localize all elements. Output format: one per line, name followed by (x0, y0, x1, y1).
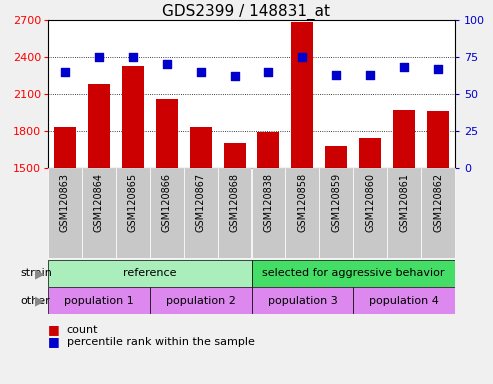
Bar (353, 168, 387, 258)
Text: population 2: population 2 (166, 296, 236, 306)
Bar (48, 287, 150, 314)
Text: other: other (20, 296, 50, 306)
Bar (285, 168, 319, 258)
Point (129, 54, 137, 60)
Text: ■: ■ (48, 323, 60, 336)
Point (298, 54, 306, 60)
Bar (48, 260, 251, 287)
Point (400, 64, 408, 70)
Bar (257, 132, 280, 168)
Text: GSM120862: GSM120862 (433, 172, 443, 232)
Bar (251, 287, 353, 314)
Text: ▶: ▶ (35, 267, 45, 280)
Text: GSM120865: GSM120865 (128, 172, 138, 232)
Point (231, 73, 239, 79)
Text: population 3: population 3 (268, 296, 337, 306)
Point (95, 54, 103, 60)
Bar (393, 110, 415, 168)
Text: GSM120838: GSM120838 (263, 172, 274, 232)
Point (265, 69, 273, 75)
Point (61, 69, 69, 75)
Bar (387, 168, 421, 258)
Text: GDS2399 / 148831_at: GDS2399 / 148831_at (163, 4, 330, 20)
Bar (359, 138, 381, 168)
Bar (48, 168, 82, 258)
Text: population 4: population 4 (369, 296, 439, 306)
Point (434, 66, 442, 72)
Bar (88, 84, 110, 168)
Text: reference: reference (123, 268, 176, 278)
Bar (54, 127, 76, 168)
Bar (82, 168, 116, 258)
Point (197, 69, 205, 75)
Bar (150, 168, 184, 258)
Bar (122, 66, 144, 168)
Bar (116, 168, 150, 258)
Text: population 1: population 1 (64, 296, 134, 306)
Text: GSM120868: GSM120868 (230, 172, 240, 232)
Text: strain: strain (20, 268, 52, 278)
Bar (319, 168, 353, 258)
Bar (251, 260, 455, 287)
Text: GSM120863: GSM120863 (60, 172, 70, 232)
Bar (150, 287, 251, 314)
Text: ■: ■ (48, 336, 60, 349)
Text: GSM120858: GSM120858 (297, 172, 307, 232)
Bar (325, 146, 347, 168)
Text: GSM120864: GSM120864 (94, 172, 104, 232)
Bar (421, 168, 455, 258)
Bar (427, 111, 449, 168)
Point (163, 61, 171, 68)
Text: ▶: ▶ (35, 294, 45, 307)
Text: GSM120859: GSM120859 (331, 172, 341, 232)
Bar (223, 143, 246, 168)
Bar (353, 287, 455, 314)
Text: GSM120861: GSM120861 (399, 172, 409, 232)
Point (332, 72, 340, 78)
Bar (184, 168, 217, 258)
Text: selected for aggressive behavior: selected for aggressive behavior (262, 268, 445, 278)
Bar (190, 127, 211, 168)
Bar (251, 168, 285, 258)
Text: count: count (67, 325, 98, 335)
Bar (217, 168, 251, 258)
Bar (156, 99, 178, 168)
Point (366, 72, 374, 78)
Bar (291, 23, 314, 168)
Text: GSM120860: GSM120860 (365, 172, 375, 232)
Text: GSM120867: GSM120867 (196, 172, 206, 232)
Text: percentile rank within the sample: percentile rank within the sample (67, 337, 254, 347)
Text: GSM120866: GSM120866 (162, 172, 172, 232)
